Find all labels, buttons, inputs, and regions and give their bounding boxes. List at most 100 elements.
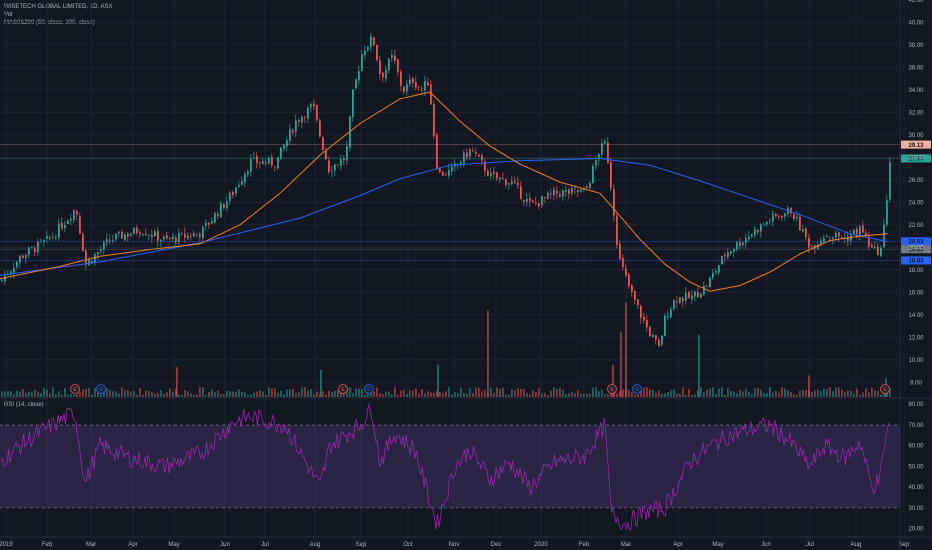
candle: [535, 202, 537, 203]
volume-bar: [655, 392, 657, 397]
candle: [157, 230, 159, 241]
candle: [409, 79, 411, 85]
volume-bar: [811, 391, 813, 397]
marker-label: E: [73, 387, 77, 393]
volume-bar: [355, 388, 357, 397]
volume-bar: [256, 391, 258, 397]
volume-bar: [730, 390, 732, 397]
x-tick-label: 2020: [534, 542, 548, 548]
volume-bar: [400, 390, 402, 397]
candle: [598, 154, 600, 160]
candle: [283, 145, 285, 149]
ma200-line: [0, 157, 889, 276]
volume-bar: [604, 394, 606, 397]
volume-bar: [415, 388, 417, 397]
volume-bar: [853, 393, 855, 397]
volume-bar: [163, 393, 165, 397]
candle: [238, 184, 240, 187]
candle: [400, 71, 402, 86]
volume-bar: [580, 393, 582, 397]
candle: [439, 168, 441, 173]
volume-bar: [538, 388, 540, 397]
candle: [682, 298, 684, 302]
volume-bar: [271, 388, 273, 397]
volume-bar: [7, 391, 9, 397]
candle: [142, 234, 144, 236]
rsi-band: [0, 424, 900, 508]
candle: [715, 271, 717, 273]
candle: [505, 179, 507, 186]
volume-bar: [367, 391, 369, 397]
volume-bar: [439, 392, 441, 397]
x-tick-label: Oct: [403, 542, 413, 548]
candle: [499, 177, 501, 180]
candle: [460, 162, 462, 165]
candle: [280, 147, 282, 159]
volume-bar: [643, 387, 645, 397]
volume-bar: [403, 389, 405, 397]
volume-bar: [532, 390, 534, 397]
volume-bar: [397, 394, 399, 397]
candle: [847, 236, 849, 241]
candle: [679, 297, 681, 304]
x-tick-label: May: [168, 542, 179, 548]
volume-bar: [349, 387, 351, 397]
candle: [256, 156, 258, 164]
volume-bar: [259, 390, 261, 397]
candle: [694, 291, 696, 297]
candles: [1, 33, 891, 348]
volume-bar: [61, 394, 63, 397]
candle: [475, 152, 477, 155]
volume-bar: [814, 390, 816, 397]
candle: [373, 37, 375, 46]
volume-bar: [754, 388, 756, 397]
volume-bar: [838, 387, 840, 397]
volume-bar: [472, 392, 474, 397]
volume-spike: [612, 364, 614, 397]
volume-bar: [595, 387, 597, 397]
candle: [25, 254, 27, 259]
x-tick-label: Apr: [128, 542, 137, 548]
candle: [139, 232, 141, 235]
candle: [130, 233, 132, 236]
candle: [241, 181, 243, 185]
volume-bar: [115, 391, 117, 397]
volume-spike: [698, 334, 700, 397]
rsi-tick-label: 80.00: [908, 402, 924, 408]
candle: [385, 69, 387, 79]
volume-bar: [685, 394, 687, 397]
volume-bar: [694, 394, 696, 397]
candle: [820, 240, 822, 245]
candle: [469, 149, 471, 157]
volume-bar: [547, 394, 549, 397]
volume-bar: [670, 389, 672, 397]
volume-bar: [778, 392, 780, 397]
candle: [634, 291, 636, 300]
volume-spike: [320, 370, 322, 397]
volume-bar: [352, 392, 354, 397]
volume-bar: [82, 388, 84, 397]
candle: [205, 222, 207, 226]
volume-bar: [253, 392, 255, 397]
candle: [487, 170, 489, 177]
candle: [484, 161, 486, 172]
volume-bar: [55, 394, 57, 397]
candle: [115, 233, 117, 240]
candle: [652, 334, 654, 338]
volume-bar: [760, 389, 762, 397]
candle: [223, 203, 225, 208]
candle: [16, 261, 18, 267]
volume-bar: [220, 393, 222, 397]
x-tick-label: Jul: [261, 542, 269, 548]
candle: [136, 227, 138, 234]
volume-bar: [883, 392, 885, 397]
candle: [529, 198, 531, 202]
candle: [262, 161, 264, 164]
volume-spike: [437, 364, 439, 397]
rsi-tick-label: 60.00: [908, 444, 924, 450]
volume-bar: [727, 387, 729, 397]
candle: [325, 151, 327, 160]
candle: [556, 190, 558, 194]
